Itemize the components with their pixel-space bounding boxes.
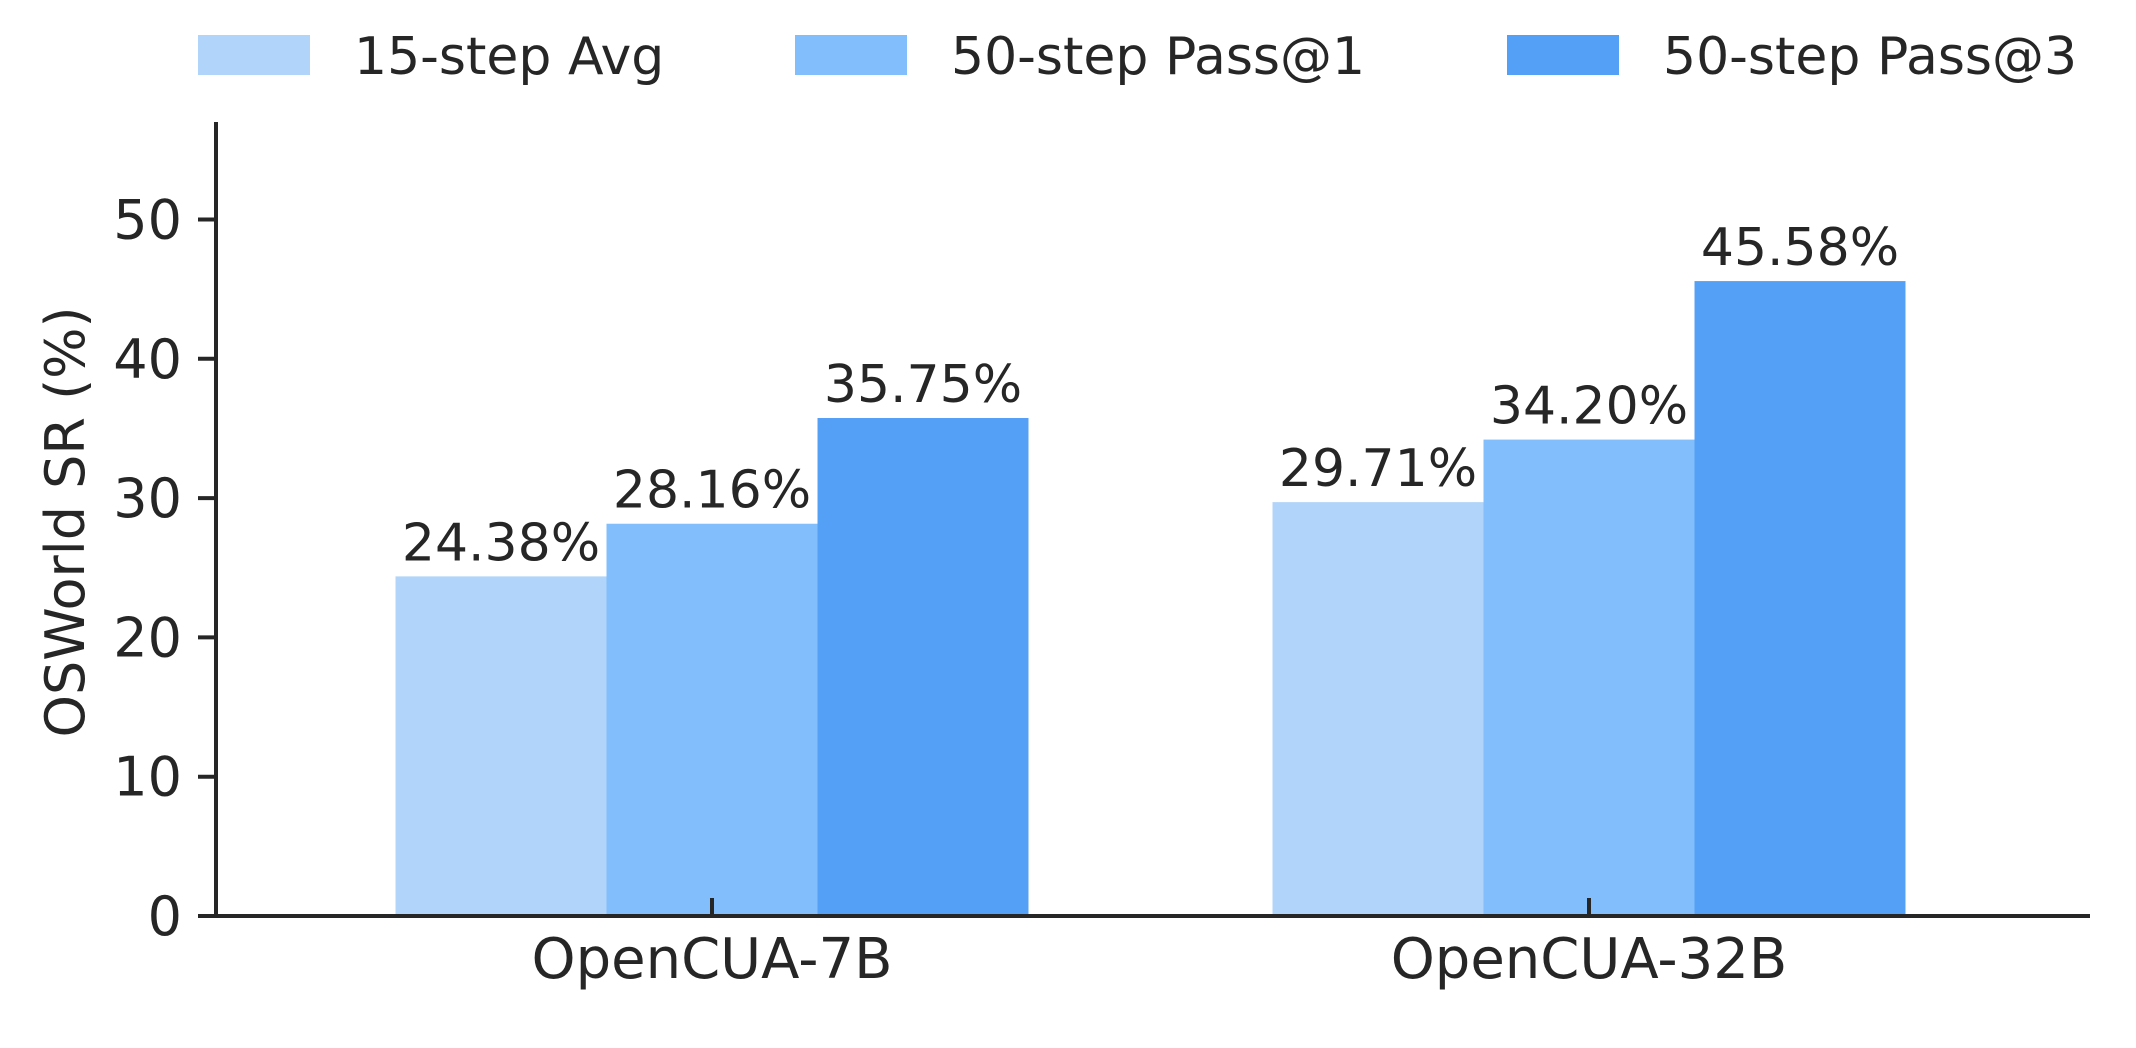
y-tick-label: 50 — [113, 189, 182, 252]
data-labels-group: 24.38% 29.71% 28.16% 34.20% 35.75% 45.58% — [402, 218, 1899, 573]
bar-value-label: 45.58% — [1701, 218, 1899, 278]
legend-label: 50-step Pass@1 — [951, 27, 1365, 87]
bar-2-1 — [1272, 502, 1484, 916]
legend-label: 15-step Avg — [354, 27, 664, 87]
bar-2-3 — [1694, 281, 1906, 916]
y-tick-label: 20 — [113, 606, 182, 669]
bar-2-2 — [1483, 439, 1695, 916]
legend: 15-step Avg 50-step Pass@1 50-step Pass@3 — [198, 27, 2077, 87]
y-tick-label: 40 — [113, 328, 182, 391]
x-category-label: OpenCUA-7B — [532, 927, 893, 992]
bar-value-label: 34.20% — [1490, 377, 1688, 437]
axes-group: 0 10 20 30 40 50 OpenCUA-7B OpenCUA-32B — [113, 122, 2090, 992]
x-category-label: OpenCUA-32B — [1391, 927, 1788, 992]
legend-swatch — [795, 35, 907, 75]
bar-1-1 — [395, 576, 607, 916]
bar-value-label: 29.71% — [1279, 439, 1477, 499]
y-axis-label: OSWorld SR (%) — [34, 306, 97, 737]
bar-1-2 — [606, 523, 818, 916]
legend-label: 50-step Pass@3 — [1663, 27, 2077, 87]
bar-1-3 — [817, 418, 1029, 916]
y-tick-label: 0 — [148, 885, 182, 948]
y-tick-label: 30 — [113, 467, 182, 530]
legend-swatch — [1507, 35, 1619, 75]
bars-group — [395, 281, 1906, 916]
legend-swatch — [198, 35, 310, 75]
y-tick-label: 10 — [113, 746, 182, 809]
bar-value-label: 35.75% — [824, 355, 1022, 415]
bar-value-label: 28.16% — [613, 461, 811, 521]
bar-value-label: 24.38% — [402, 513, 600, 573]
